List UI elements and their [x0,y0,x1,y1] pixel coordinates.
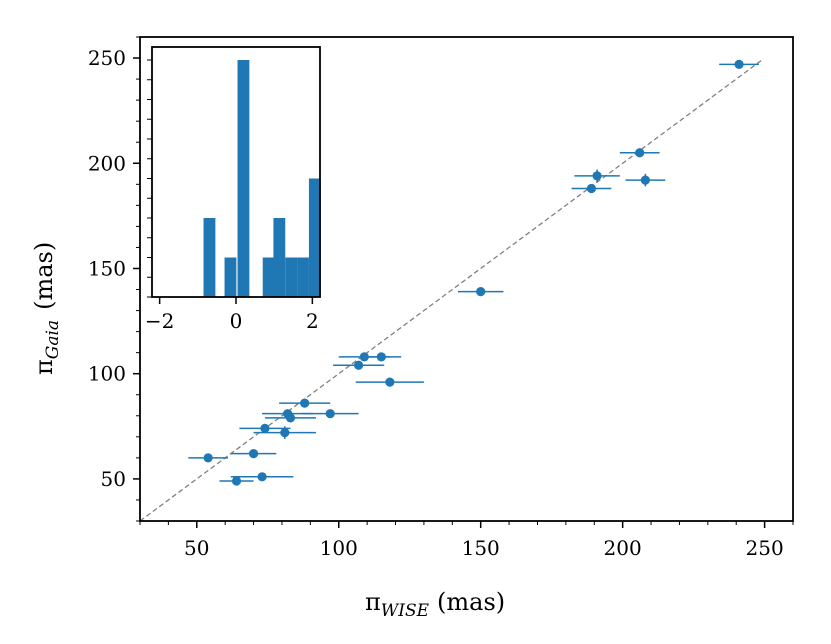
data-point [260,423,270,434]
inset-background [152,47,320,297]
y-axis-unit: (mas) [30,242,58,310]
data-point [635,148,645,158]
y-axis-symbol: π [30,359,58,375]
histogram-bar [285,257,298,297]
y-axis-subscript: Gaia [43,320,63,359]
data-point [203,453,213,463]
plot-frame [139,36,794,522]
x-axis-title: πWISE (mas) [365,588,505,621]
histogram-bar [262,257,275,297]
x-tick-label: 50 [184,536,209,560]
histogram-bar [297,257,309,297]
x-axis-unit: (mas) [437,588,505,616]
data-point [586,183,597,194]
data-point [280,428,290,438]
svg-text:πWISE(mas): πWISE (mas) [365,588,505,621]
x-tick-label: 250 [746,536,784,560]
inset-x-axis-ticks: −2 0 2 [145,59,319,333]
inset-histogram: −2 0 2 [145,46,321,333]
data-point [325,409,335,419]
y-tick-label: 100 [88,362,126,386]
data-point [257,472,267,482]
histogram-bar [273,218,286,297]
data-point [285,413,296,423]
data-point [359,352,369,362]
svg-text:πGaia(mas): πGaia (mas) [30,242,63,375]
inset-bars [203,60,321,297]
y-tick-label: 200 [88,151,126,175]
data-point [354,360,364,370]
data-point [640,175,650,185]
data-point [476,287,486,297]
histogram-bar [308,178,321,297]
y-axis-title: πGaia (mas) [30,242,63,375]
data-point [248,449,259,459]
inset-x-tick-label: 2 [306,309,319,333]
x-axis-subscript: WISE [381,601,430,621]
data-point [592,171,602,181]
x-axis-ticks: 50 100 150 200 250 [139,521,794,560]
one-to-one-reference-line [139,59,763,522]
y-axis-ticks: 50 100 150 200 250 [88,36,140,522]
data-point [385,377,395,387]
y-tick-label: 250 [88,46,126,70]
inset-x-tick-label: 0 [230,309,243,333]
data-point [734,59,744,69]
data-point [231,476,242,486]
x-tick-label: 150 [462,536,500,560]
data-point [376,352,386,362]
y-tick-label: 50 [101,467,126,491]
histogram-bar [224,257,237,297]
x-axis-symbol: π [365,588,381,616]
inset-x-tick-label: −2 [145,309,174,333]
data-point [300,398,310,408]
data-points [203,59,744,486]
histogram-bar [203,218,216,297]
x-tick-label: 100 [320,536,358,560]
histogram-bar [237,60,250,297]
x-tick-label: 200 [604,536,642,560]
y-tick-label: 150 [88,256,126,280]
